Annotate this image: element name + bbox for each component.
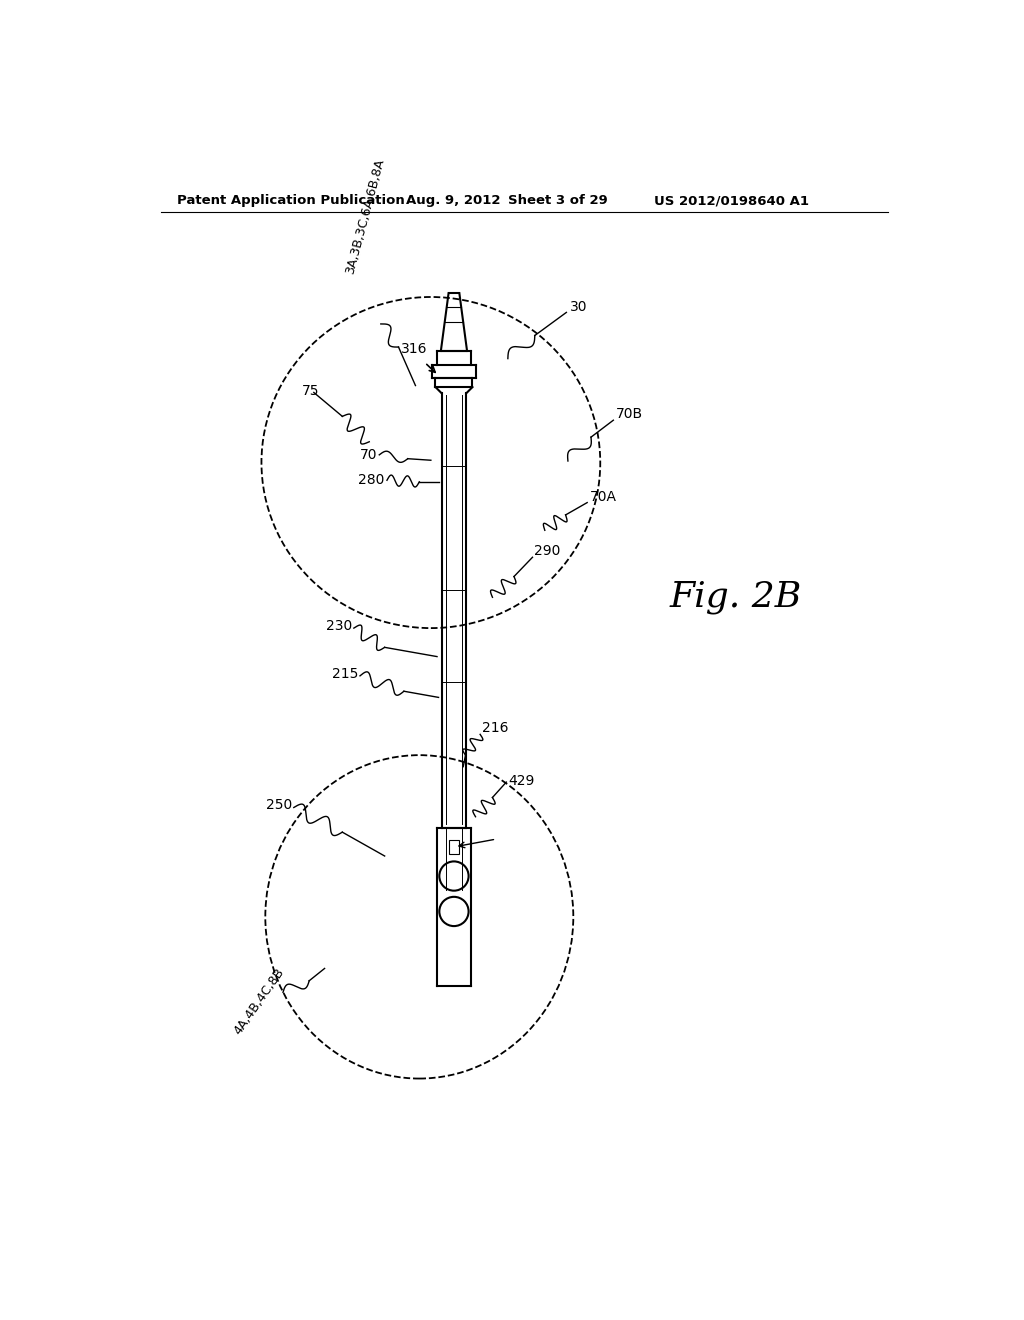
Text: 429: 429 [508, 774, 535, 788]
Text: 216: 216 [481, 721, 508, 735]
Text: 70A: 70A [590, 490, 616, 504]
Text: US 2012/0198640 A1: US 2012/0198640 A1 [654, 194, 809, 207]
Text: 75: 75 [301, 384, 319, 397]
Text: Fig. 2B: Fig. 2B [670, 581, 802, 614]
Text: 316: 316 [400, 342, 427, 356]
Bar [449, 840, 460, 854]
Text: Aug. 9, 2012: Aug. 9, 2012 [407, 194, 501, 207]
Text: 215: 215 [332, 668, 358, 681]
Text: 3A,3B,3C,6A,6B,8A: 3A,3B,3C,6A,6B,8A [344, 157, 387, 276]
Text: 250: 250 [266, 799, 292, 812]
Text: 4A,4B,4C,8B: 4A,4B,4C,8B [231, 966, 287, 1038]
Text: 70B: 70B [615, 407, 643, 421]
Text: Patent Application Publication: Patent Application Publication [177, 194, 404, 207]
Text: 280: 280 [358, 474, 385, 487]
Text: 70: 70 [359, 447, 377, 462]
Text: Sheet 3 of 29: Sheet 3 of 29 [508, 194, 607, 207]
Text: 290: 290 [535, 544, 560, 558]
Text: 230: 230 [326, 619, 352, 632]
Text: 30: 30 [569, 300, 587, 314]
